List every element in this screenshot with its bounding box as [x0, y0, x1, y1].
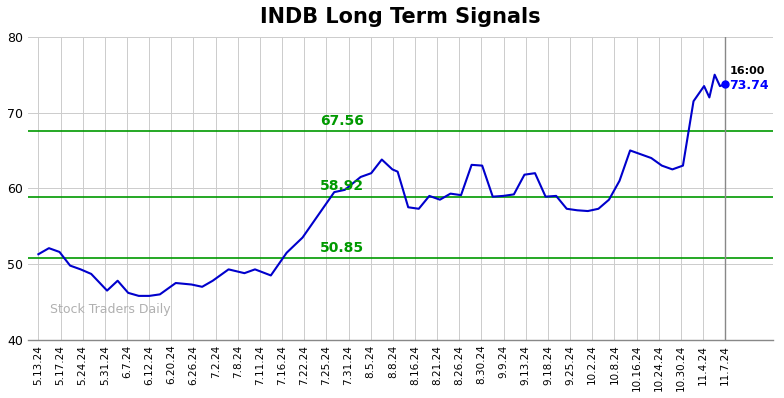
Text: 67.56: 67.56	[320, 114, 364, 128]
Text: 73.74: 73.74	[729, 79, 769, 92]
Title: INDB Long Term Signals: INDB Long Term Signals	[260, 7, 541, 27]
Text: 50.85: 50.85	[320, 241, 364, 255]
Text: 58.92: 58.92	[320, 179, 364, 193]
Text: 16:00: 16:00	[729, 66, 765, 76]
Text: Stock Traders Daily: Stock Traders Daily	[50, 302, 171, 316]
